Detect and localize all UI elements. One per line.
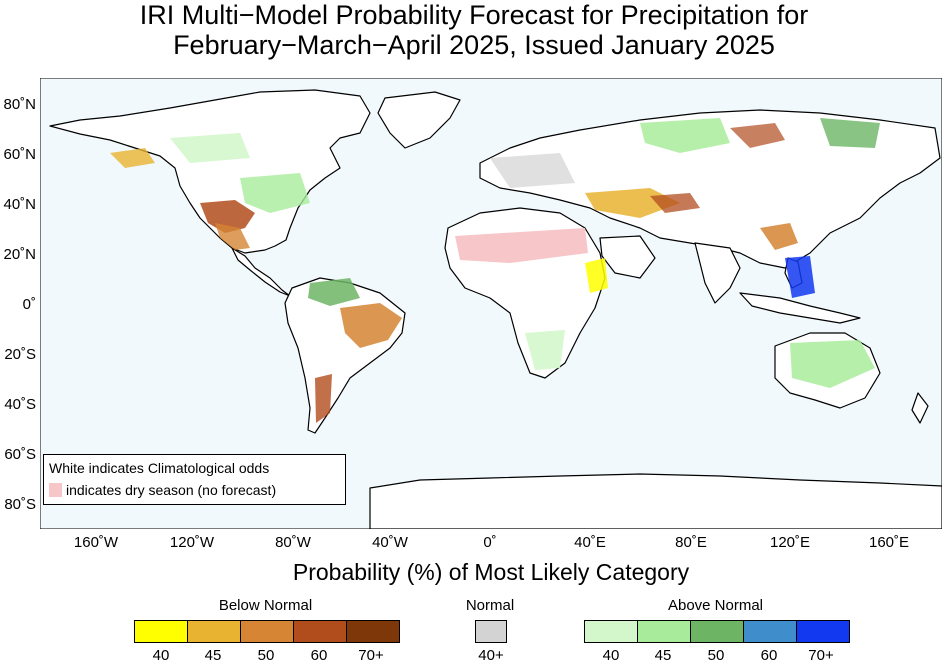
below-tick: 70+ xyxy=(358,647,384,664)
map-legend: White indicates Climatological odds indi… xyxy=(43,454,346,505)
probability-shading xyxy=(110,118,880,423)
lat-label: 60˚S xyxy=(4,446,36,463)
above-normal-swatch xyxy=(690,620,744,643)
east-asia-below-normal xyxy=(760,223,798,250)
normal-swatch xyxy=(475,620,507,643)
colorbar-title: Probability (%) of Most Likely Category xyxy=(292,559,690,585)
lon-label: 120˚E xyxy=(769,534,811,551)
lon-label: 80˚E xyxy=(675,534,707,551)
mexico-below-normal xyxy=(215,223,250,250)
above-normal-swatch xyxy=(637,620,691,643)
map-title-line-1: IRI Multi−Model Probability Forecast for… xyxy=(139,0,809,30)
new-zealand-islands xyxy=(911,392,929,424)
lon-label: 40˚E xyxy=(574,534,606,551)
russia-above-normal xyxy=(820,118,880,148)
dry-season-legend-text: indicates dry season (no forecast) xyxy=(66,482,277,498)
amazon-above-normal xyxy=(308,278,360,306)
antarctica-landmass xyxy=(369,473,942,529)
north-america-above-normal xyxy=(240,173,310,213)
normal-tick: 40+ xyxy=(478,647,504,664)
below-tick: 50 xyxy=(257,647,275,664)
southwest-us-below-normal xyxy=(200,200,255,233)
above-tick: 40 xyxy=(602,647,620,664)
lat-label: 80˚N xyxy=(3,96,36,113)
arabian-peninsula xyxy=(599,235,656,279)
alaska-below-normal xyxy=(110,148,155,168)
north-america-landmass xyxy=(49,89,371,254)
lon-label: 80˚W xyxy=(275,534,311,551)
siberia-below-normal xyxy=(730,123,785,148)
above-tick: 60 xyxy=(760,647,778,664)
above-normal-label: Above Normal xyxy=(667,597,764,614)
indonesia-islands xyxy=(739,292,861,324)
southern-africa-above-normal xyxy=(525,330,565,370)
lon-label: 40˚W xyxy=(372,534,408,551)
above-tick: 70+ xyxy=(808,647,834,664)
below-normal-swatch xyxy=(134,620,188,643)
brazil-below-normal xyxy=(340,303,402,348)
lat-label: 60˚N xyxy=(3,146,36,163)
central-asia-below-normal xyxy=(650,193,700,213)
argentina-below-normal xyxy=(315,374,332,423)
australia-above-normal xyxy=(790,340,875,388)
below-normal-swatch xyxy=(187,620,241,643)
below-tick: 45 xyxy=(204,647,222,664)
below-tick: 40 xyxy=(152,647,170,664)
lon-label: 160˚W xyxy=(73,534,119,551)
below-normal-swatch xyxy=(346,620,400,643)
middle-east-below-normal xyxy=(585,188,680,218)
climatology-legend-text: White indicates Climatological odds xyxy=(49,460,270,476)
lat-label: 20˚N xyxy=(3,246,36,263)
below-tick: 60 xyxy=(310,647,328,664)
maritime-continent-above-normal xyxy=(785,256,815,298)
above-normal-swatch xyxy=(584,620,638,643)
siberia-above-normal xyxy=(640,118,730,153)
greenland-landmass xyxy=(377,91,461,149)
lon-label: 0˚ xyxy=(483,534,497,551)
india-peninsula xyxy=(694,242,741,304)
above-normal-swatch xyxy=(743,620,797,643)
normal-label: Normal xyxy=(465,597,515,614)
sahara-dry-season xyxy=(455,228,588,263)
below-normal-swatch xyxy=(293,620,347,643)
europe-normal xyxy=(490,153,575,188)
lon-label: 120˚W xyxy=(169,534,215,551)
lat-label: 40˚S xyxy=(4,396,36,413)
below-normal-swatch xyxy=(240,620,294,643)
above-tick: 45 xyxy=(654,647,672,664)
east-africa-below-normal xyxy=(585,258,608,293)
canada-above-normal xyxy=(170,133,250,163)
above-tick: 50 xyxy=(707,647,725,664)
lat-label: 0˚ xyxy=(22,296,36,313)
lat-label: 20˚S xyxy=(4,346,36,363)
lat-label: 80˚S xyxy=(4,496,36,513)
map-title-line-2: February−March−April 2025, Issued Januar… xyxy=(173,30,775,60)
dry-season-swatch xyxy=(49,483,62,497)
lon-label: 160˚E xyxy=(868,534,910,551)
precipitation-forecast-map[interactable] xyxy=(40,78,942,529)
eurasia-landmass xyxy=(479,109,941,269)
above-normal-swatch xyxy=(796,620,850,643)
below-normal-label: Below Normal xyxy=(218,597,313,614)
lat-label: 40˚N xyxy=(3,196,36,213)
